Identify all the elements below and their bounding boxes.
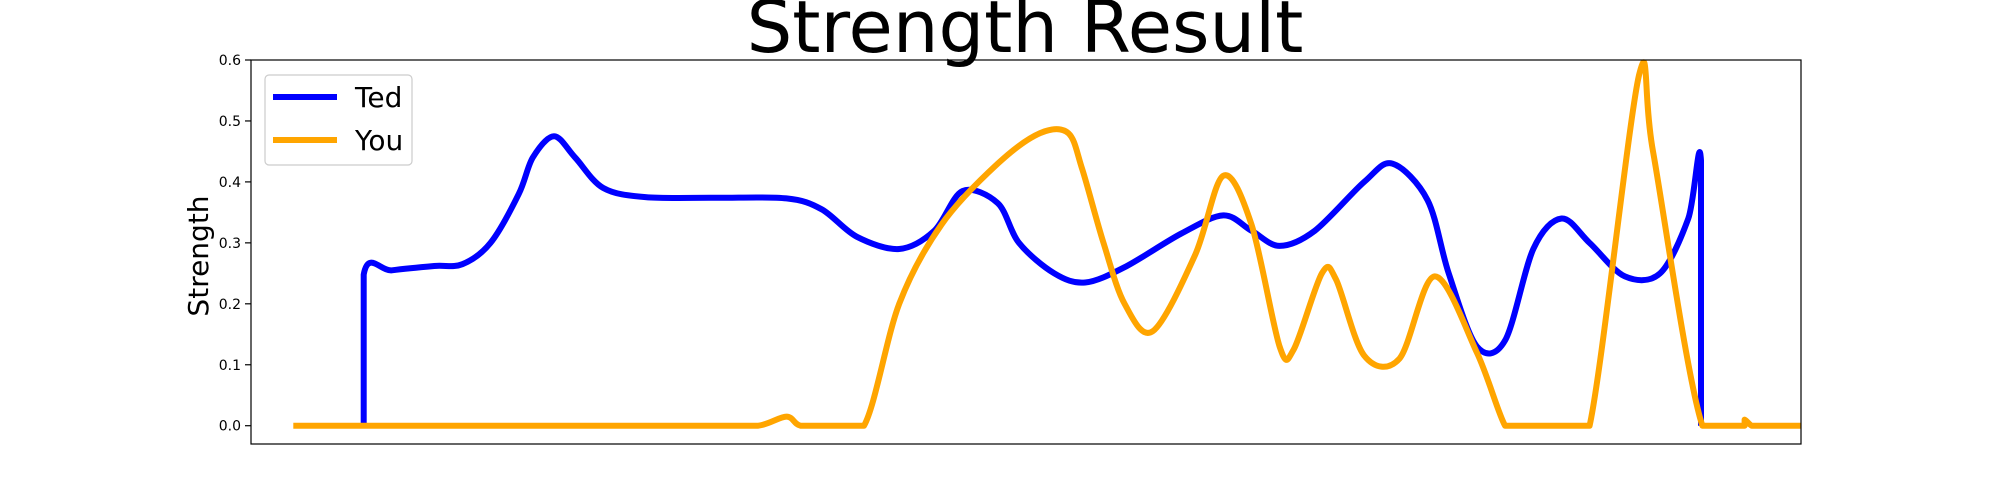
y-tick-label: 0.5 [219, 114, 241, 130]
y-tick-label: 0.3 [219, 236, 241, 252]
legend-label-you: You [354, 124, 403, 157]
series-line-you [293, 59, 1801, 429]
y-tick-label: 0.2 [219, 297, 241, 313]
plot-frame [250, 59, 1802, 445]
y-axis-label: Strength [182, 195, 215, 316]
chart-title: Strength Result [747, 0, 1304, 69]
y-tick-label: 0.6 [219, 53, 241, 69]
series-line-ted [360, 133, 1704, 426]
y-tick-label: 0.4 [219, 175, 241, 191]
y-axis-ticks: 0.0 0.1 0.2 0.3 0.4 0.5 0.6 [219, 53, 251, 435]
legend-label-ted: Ted [354, 81, 402, 114]
series-layer [293, 59, 1801, 429]
y-tick-label: 0.1 [219, 358, 241, 374]
legend: Ted You [264, 74, 413, 166]
y-tick-label: 0.0 [219, 419, 241, 435]
